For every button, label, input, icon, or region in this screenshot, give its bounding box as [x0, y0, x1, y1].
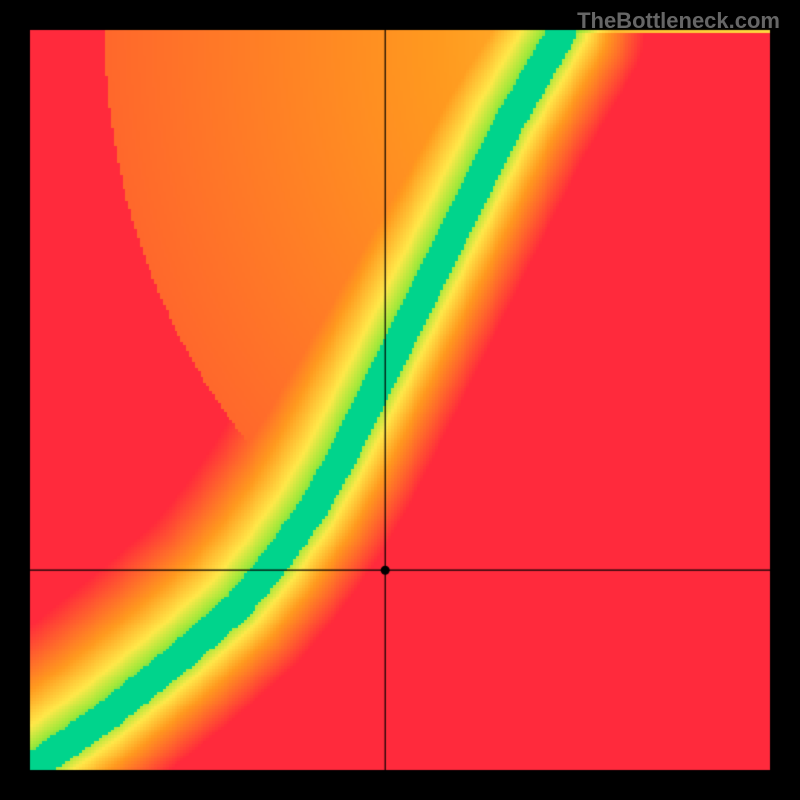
watermark-text: TheBottleneck.com: [577, 8, 780, 34]
chart-container: TheBottleneck.com: [0, 0, 800, 800]
heatmap-canvas: [0, 0, 800, 800]
